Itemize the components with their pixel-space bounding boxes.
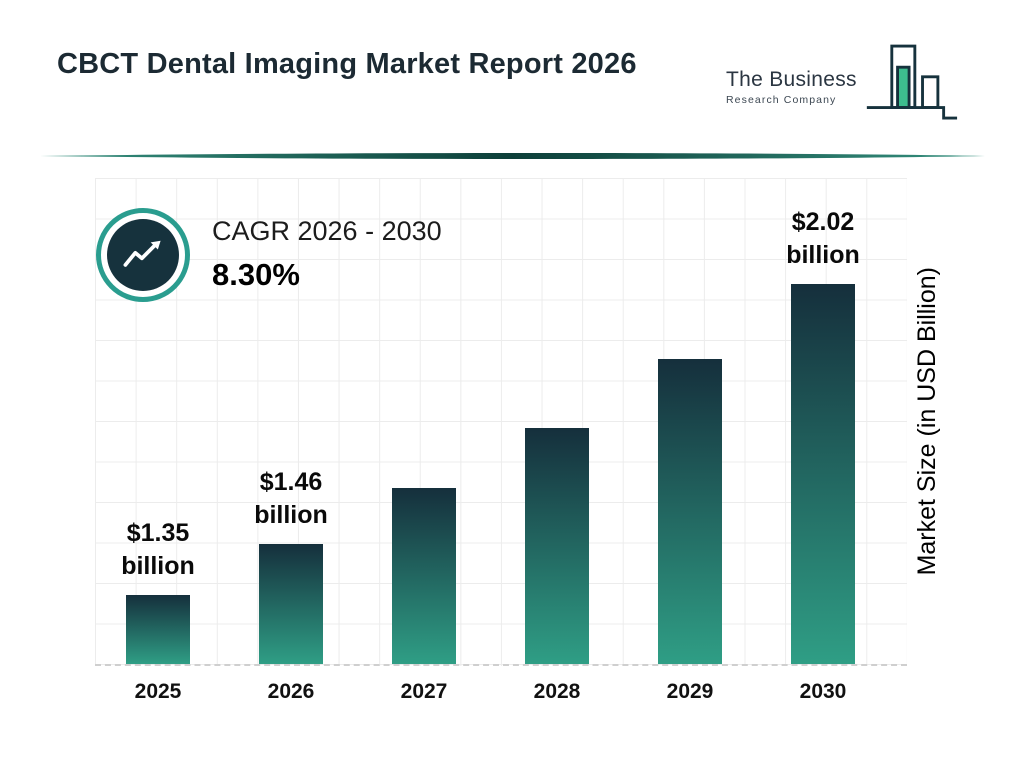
trend-arrow-icon	[107, 219, 179, 291]
logo-text: The Business Research Company	[726, 68, 857, 106]
bar-chart-plot: $1.35 billion 2025 $1.46 billion 2026 2027 2028…	[95, 178, 907, 703]
cagr-label: CAGR 2026 - 2030	[212, 216, 442, 246]
x-axis-label-2027: 2027	[400, 680, 448, 703]
bar-2029	[658, 359, 722, 664]
cagr-value: 8.30%	[212, 257, 300, 292]
page-title: CBCT Dental Imaging Market Report 2026	[57, 48, 637, 80]
bar-2027	[392, 488, 456, 664]
company-logo: The Business Research Company	[726, 42, 959, 126]
bar-2026	[259, 544, 323, 664]
y-axis-title-text: Market Size (in USD Billion)	[912, 266, 941, 576]
x-axis-label-2026: 2026	[267, 680, 315, 703]
cagr-badge	[96, 208, 190, 302]
cagr-text-block: CAGR 2026 - 2030 8.30%	[212, 216, 442, 293]
logo-subtitle: Research Company	[726, 94, 837, 106]
bar-2028	[525, 428, 589, 664]
x-axis-label-2029: 2029	[666, 680, 714, 703]
bar-2025	[126, 595, 190, 664]
x-axis-label-2025: 2025	[134, 680, 182, 703]
bar-value-label-2026: $1.46 billion	[254, 468, 328, 529]
logo-name: The Business	[726, 68, 857, 91]
bar-value-label-2030: $2.02 billion	[786, 208, 860, 269]
y-axis-title: Market Size (in USD Billion)	[906, 178, 948, 664]
logo-bar-chart-icon	[866, 44, 957, 120]
x-axis-label-2028: 2028	[533, 680, 581, 703]
bar-value-label-2025: $1.35 billion	[121, 519, 195, 580]
bar-2030	[791, 284, 855, 664]
divider-line	[40, 152, 985, 160]
x-axis-label-2030: 2030	[799, 680, 847, 703]
